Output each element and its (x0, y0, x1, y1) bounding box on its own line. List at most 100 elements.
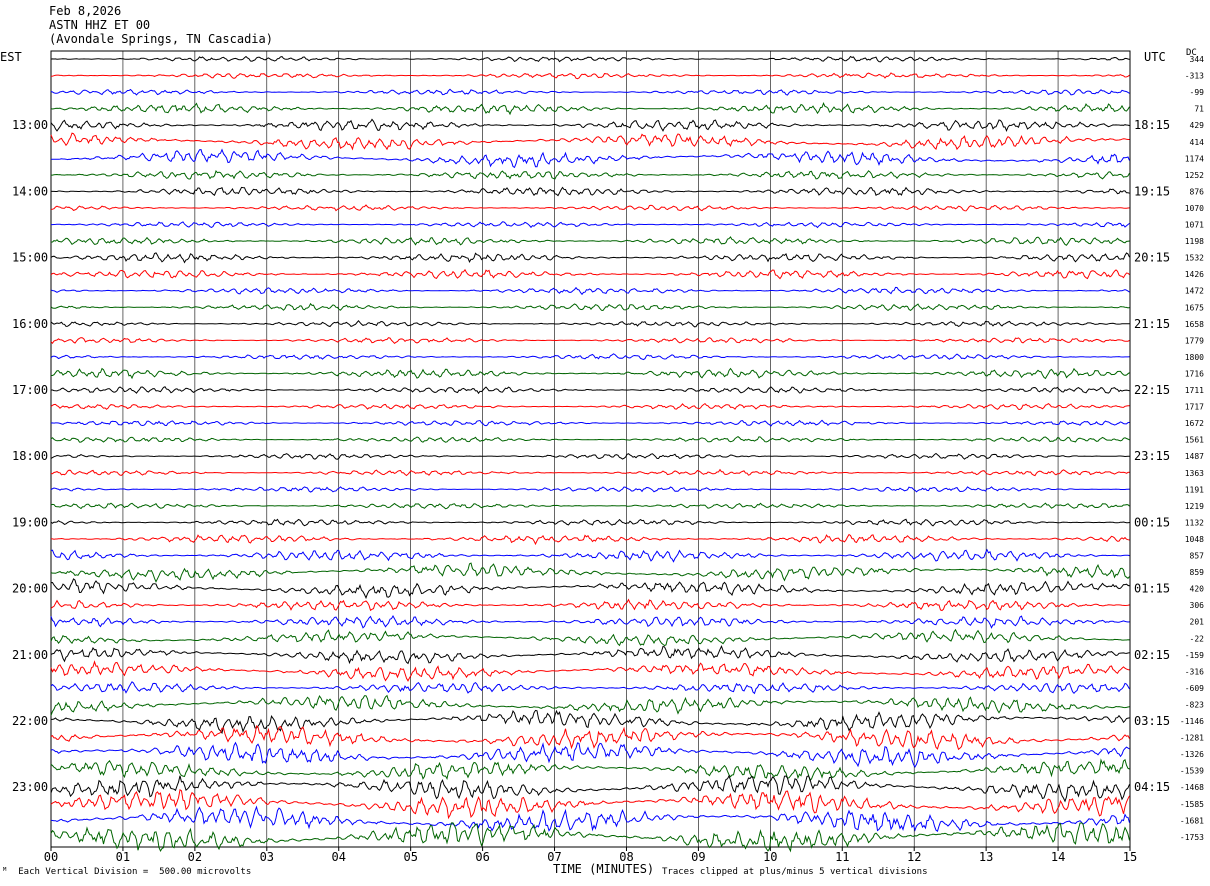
dc-offset-label: 201 (1190, 618, 1205, 627)
dc-offset-label: -1281 (1180, 734, 1204, 743)
x-tick-label: 07 (547, 850, 561, 864)
left-hour-label: 23:00 (12, 780, 48, 794)
station-label: ASTN HHZ ET 00 (49, 18, 151, 32)
dc-offset-label: 1191 (1185, 485, 1204, 494)
right-timezone-label: UTC (1144, 50, 1166, 64)
seismic-trace (50, 55, 1130, 63)
seismic-trace (50, 694, 1130, 716)
dc-offset-label: 1487 (1185, 452, 1204, 461)
seismic-trace (50, 578, 1130, 600)
seismic-trace (50, 533, 1130, 546)
seismic-trace (50, 148, 1130, 169)
seismic-trace (50, 502, 1130, 510)
right-hour-label: 02:15 (1134, 648, 1170, 662)
seismic-trace (50, 252, 1130, 264)
dc-offset-label: -1539 (1180, 767, 1204, 776)
date-label: Feb 8,2026 (49, 4, 122, 18)
dc-offset-label: 429 (1190, 121, 1205, 130)
left-hour-label: 15:00 (12, 251, 48, 265)
seismic-trace (50, 435, 1130, 443)
seismic-trace (50, 118, 1130, 133)
left-hour-label: 19:00 (12, 515, 48, 529)
seismic-trace (50, 518, 1130, 527)
dc-offset-label: -823 (1185, 701, 1204, 710)
seismic-trace (50, 72, 1130, 80)
seismic-trace (51, 170, 1130, 180)
dc-offset-label: 1717 (1185, 403, 1204, 412)
dc-offset-label: 1658 (1185, 320, 1204, 329)
location-label: (Avondale Springs, TN Cascadia) (49, 32, 273, 46)
dc-offset-label: 344 (1190, 55, 1205, 64)
dc-offset-label: 1716 (1185, 369, 1204, 378)
dc-offset-label: -316 (1185, 667, 1204, 676)
seismic-trace (50, 598, 1130, 612)
dc-offset-label: -99 (1190, 88, 1205, 97)
dc-offset-label: 876 (1190, 187, 1205, 196)
x-tick-label: 04 (331, 850, 345, 864)
seismic-trace (50, 486, 1130, 493)
x-tick-label: 01 (116, 850, 130, 864)
dc-offset-label: -1753 (1180, 833, 1204, 842)
left-hour-label: 22:00 (12, 714, 48, 728)
seismic-trace (50, 758, 1130, 782)
right-hour-label: 23:15 (1134, 449, 1170, 463)
seismic-trace (50, 88, 1130, 96)
dc-offset-label: 420 (1190, 585, 1205, 594)
seismic-trace (50, 788, 1130, 820)
seismic-trace (50, 805, 1130, 832)
dc-offset-label: -22 (1190, 634, 1205, 643)
seismic-trace (50, 562, 1130, 583)
x-tick-label: 06 (475, 850, 489, 864)
x-tick-label: 10 (763, 850, 777, 864)
dc-offset-label: 414 (1190, 138, 1205, 147)
seismic-trace (50, 774, 1130, 803)
dc-offset-label: 1711 (1185, 386, 1204, 395)
seismic-trace (50, 660, 1130, 682)
seismic-trace (50, 320, 1130, 328)
seismic-trace (50, 286, 1130, 296)
dc-offset-label: 1472 (1185, 287, 1204, 296)
x-tick-label: 12 (907, 850, 921, 864)
dc-offset-label: 1071 (1185, 221, 1204, 230)
seismic-trace (50, 614, 1130, 629)
seismic-trace (51, 367, 1130, 380)
seismic-trace (50, 302, 1130, 312)
x-tick-label: 11 (835, 850, 849, 864)
left-timezone-label: EST (0, 50, 22, 64)
x-axis-title: TIME (MINUTES) (553, 862, 655, 876)
seismic-trace (50, 186, 1130, 197)
dc-offset-label: 1174 (1185, 154, 1204, 163)
seismic-trace (50, 204, 1130, 212)
x-tick-label: 03 (260, 850, 274, 864)
seismic-trace (50, 822, 1130, 853)
dc-offset-label: 1532 (1185, 254, 1204, 263)
dc-offset-label: -1146 (1180, 717, 1204, 726)
seismic-trace (50, 725, 1130, 751)
seismic-trace (50, 402, 1130, 411)
seismic-trace (50, 548, 1130, 563)
dc-offset-label: 1048 (1185, 535, 1204, 544)
x-tick-label: 15 (1123, 850, 1137, 864)
seismic-trace (50, 419, 1130, 427)
left-hour-label: 13:00 (12, 118, 48, 132)
dc-offset-label: -313 (1185, 72, 1204, 81)
x-tick-label: 00 (44, 850, 58, 864)
seismic-trace (50, 645, 1130, 665)
left-hour-label: 18:00 (12, 449, 48, 463)
dc-offset-label: 1800 (1185, 353, 1204, 362)
dc-offset-label: 1219 (1185, 502, 1204, 511)
dc-offset-label: 857 (1190, 552, 1205, 561)
x-tick-label: 13 (979, 850, 993, 864)
scale-note: ᴹ Each Vertical Division = 500.00 microv… (2, 867, 251, 877)
right-hour-label: 03:15 (1134, 714, 1170, 728)
right-hour-label: 00:15 (1134, 515, 1170, 529)
seismic-trace (50, 468, 1130, 477)
right-hour-label: 20:15 (1134, 251, 1170, 265)
x-tick-label: 14 (1051, 850, 1065, 864)
seismic-trace (50, 236, 1130, 246)
seismic-trace (50, 681, 1130, 695)
right-hour-label: 01:15 (1134, 582, 1170, 596)
right-hour-label: 18:15 (1134, 118, 1170, 132)
dc-offset-label: -1326 (1180, 750, 1204, 759)
dc-offset-label: 1252 (1185, 171, 1204, 180)
